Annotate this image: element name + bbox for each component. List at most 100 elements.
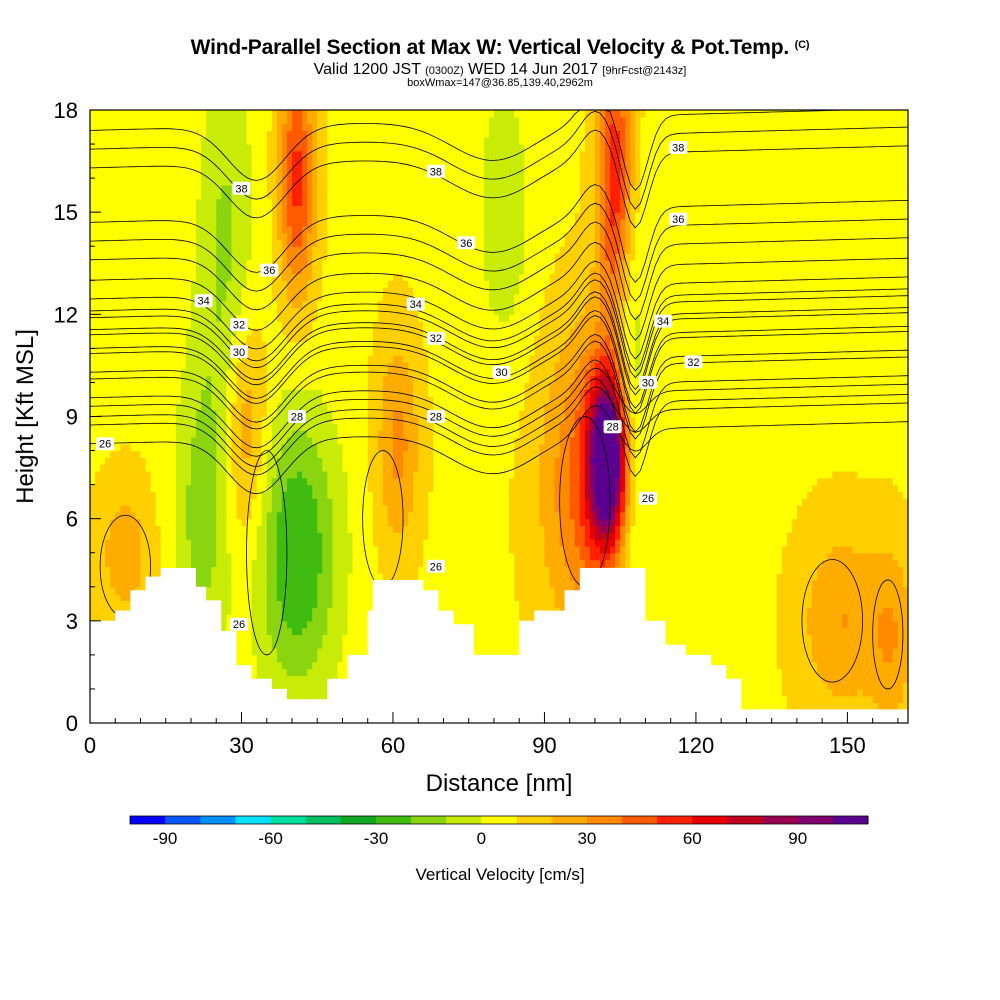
velocity-cell	[211, 566, 217, 574]
velocity-cell	[645, 586, 652, 595]
velocity-cell	[529, 525, 535, 533]
velocity-cell	[266, 539, 273, 547]
velocity-cell	[170, 532, 177, 540]
velocity-cell	[105, 552, 111, 561]
velocity-cell	[90, 518, 96, 527]
velocity-cell	[362, 648, 369, 656]
velocity-cell	[872, 648, 879, 656]
velocity-cell	[902, 566, 909, 574]
velocity-cell	[458, 545, 465, 554]
velocity-cell	[110, 552, 116, 561]
velocity-cell	[519, 614, 525, 622]
velocity-cell	[438, 518, 445, 527]
velocity-cell	[342, 539, 349, 547]
velocity-cell	[605, 525, 611, 533]
velocity-cell	[332, 518, 339, 527]
velocity-cell	[801, 539, 808, 547]
velocity-cell	[433, 518, 440, 527]
velocity-cell	[251, 593, 258, 601]
velocity-cell	[261, 579, 268, 588]
velocity-cell	[509, 539, 515, 547]
velocity-cell	[291, 675, 298, 683]
velocity-cell	[837, 525, 843, 533]
velocity-cell	[337, 511, 344, 520]
velocity-cell	[307, 579, 313, 588]
velocity-cell	[362, 586, 369, 595]
velocity-cell	[807, 532, 813, 540]
velocity-cell	[680, 600, 687, 608]
velocity-cell	[700, 539, 707, 547]
velocity-cell	[271, 668, 278, 676]
velocity-cell	[670, 620, 677, 629]
velocity-cell	[493, 559, 500, 567]
velocity-cell	[105, 545, 111, 554]
velocity-cell	[291, 634, 298, 642]
velocity-cell	[796, 661, 803, 670]
velocity-cell	[499, 641, 505, 649]
velocity-cell	[549, 586, 556, 595]
velocity-cell	[307, 586, 313, 595]
velocity-cell	[801, 593, 808, 601]
velocity-cell	[761, 545, 768, 554]
velocity-cell	[110, 539, 116, 547]
velocity-cell	[640, 545, 647, 554]
velocity-cell	[110, 559, 116, 567]
velocity-cell	[266, 559, 273, 567]
velocity-cell	[741, 695, 748, 704]
velocity-cell	[837, 579, 843, 588]
velocity-cell	[488, 586, 495, 595]
velocity-cell	[509, 573, 515, 581]
velocity-cell	[807, 634, 813, 642]
velocity-cell	[327, 586, 333, 595]
velocity-cell	[549, 511, 556, 520]
velocity-cell	[408, 511, 414, 520]
velocity-cell	[776, 586, 783, 595]
velocity-cell	[574, 566, 581, 574]
velocity-cell	[842, 695, 849, 704]
velocity-cell	[398, 552, 404, 561]
velocity-cell	[837, 661, 843, 670]
velocity-cell	[584, 525, 591, 533]
velocity-cell	[488, 579, 495, 588]
velocity-cell	[524, 614, 530, 622]
velocity-cell	[700, 607, 707, 615]
velocity-cell	[887, 539, 894, 547]
velocity-cell	[801, 641, 808, 649]
velocity-cell	[125, 552, 131, 561]
velocity-cell	[655, 579, 662, 588]
velocity-cell	[514, 607, 520, 615]
velocity-cell	[746, 695, 753, 704]
velocity-cell	[630, 559, 636, 567]
velocity-cell	[483, 518, 490, 527]
velocity-cell	[342, 654, 349, 663]
velocity-cell	[271, 607, 278, 615]
velocity-cell	[685, 593, 692, 601]
velocity-cell	[256, 532, 263, 540]
velocity-cell	[665, 573, 672, 581]
velocity-cell	[231, 539, 238, 547]
velocity-cell	[90, 579, 96, 588]
velocity-cell	[892, 545, 899, 554]
velocity-cell	[610, 532, 616, 540]
velocity-cell	[690, 607, 697, 615]
velocity-cell	[125, 518, 131, 527]
velocity-cell	[357, 593, 364, 601]
velocity-cell	[236, 545, 243, 554]
velocity-cell	[423, 532, 429, 540]
velocity-cell	[463, 607, 470, 615]
velocity-cell	[468, 559, 475, 567]
velocity-cell	[872, 586, 879, 595]
velocity-cell	[190, 518, 197, 527]
velocity-cell	[872, 641, 879, 649]
velocity-cell	[241, 559, 248, 567]
velocity-cell	[362, 552, 369, 561]
velocity-cell	[357, 552, 364, 561]
velocity-cell	[115, 600, 121, 608]
velocity-cell	[847, 573, 854, 581]
velocity-cell	[327, 668, 333, 676]
velocity-cell	[882, 593, 889, 601]
velocity-cell	[377, 559, 384, 567]
velocity-cell	[700, 518, 707, 527]
velocity-cell	[357, 607, 364, 615]
